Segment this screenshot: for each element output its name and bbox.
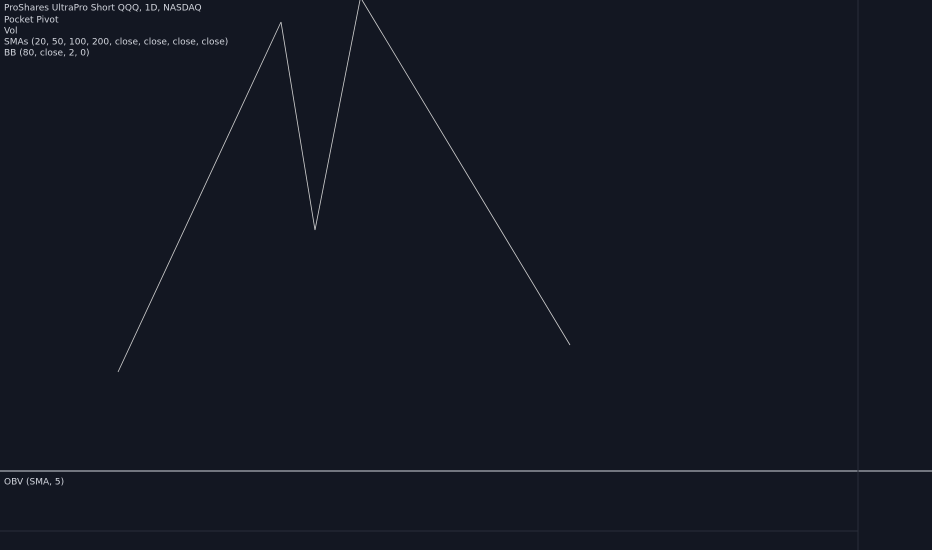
indicator: BB (80, close, 2, 0) (4, 49, 89, 59)
legend: ProShares UltraPro Short QQQ, 1D, NASDAQ… (4, 4, 228, 488)
chart-title: ProShares UltraPro Short QQQ, 1D, NASDAQ (4, 4, 202, 14)
indicator: SMAs (20, 50, 100, 200, close, close, cl… (4, 38, 228, 48)
obv-title: OBV (SMA, 5) (4, 478, 64, 488)
indicator: Vol (4, 27, 17, 37)
indicator: Pocket Pivot (4, 16, 59, 26)
trendline (314, 0, 361, 231)
trendlines (117, 0, 571, 373)
trendline (280, 21, 316, 231)
trendline (117, 21, 282, 373)
trendline (361, 0, 571, 346)
